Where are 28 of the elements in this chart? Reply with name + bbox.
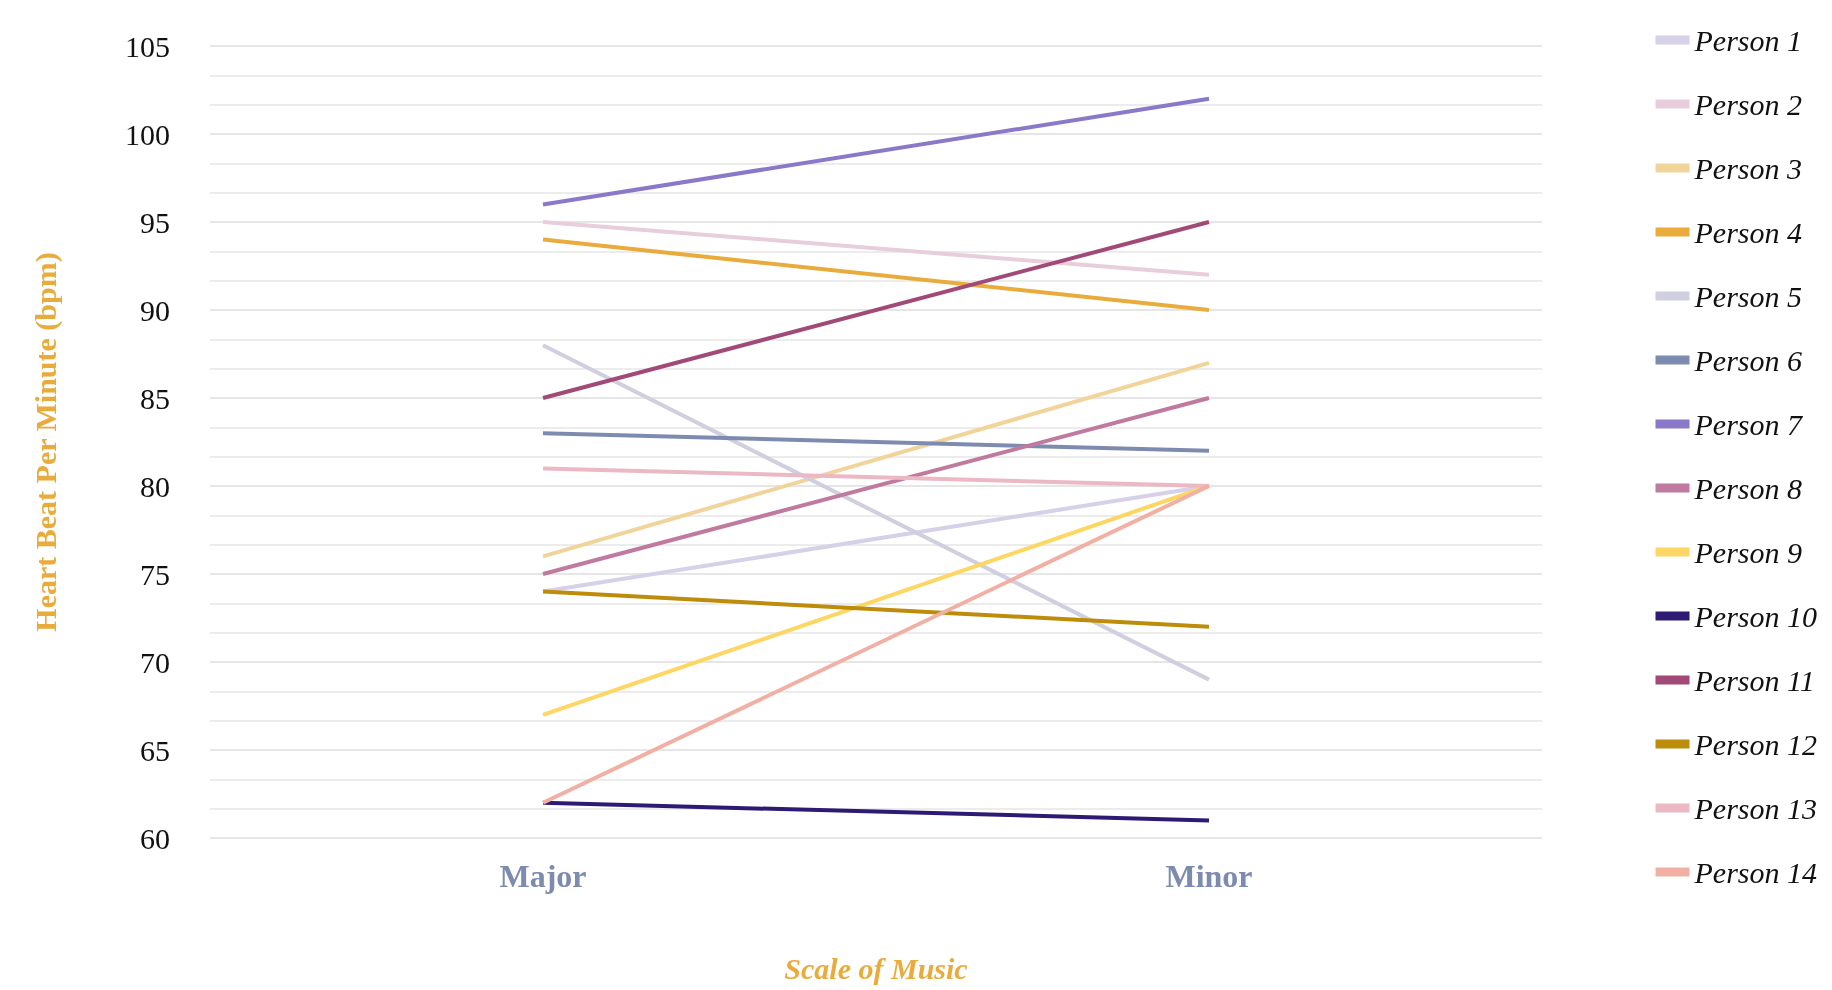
y-tick-label: 75 <box>140 557 170 591</box>
legend-label: Person 4 <box>1693 215 1803 249</box>
legend-label: Person 9 <box>1693 535 1803 569</box>
x-tick-label: Minor <box>1165 858 1253 894</box>
x-axis-title: Scale of Music <box>784 951 968 985</box>
legend-label: Person 7 <box>1693 407 1804 441</box>
legend-label: Person 13 <box>1693 791 1818 825</box>
y-tick-label: 65 <box>140 733 170 767</box>
legend-label: Person 11 <box>1693 663 1815 697</box>
y-tick-label: 60 <box>140 821 170 855</box>
y-tick-label: 95 <box>140 205 170 239</box>
legend-label: Person 8 <box>1693 471 1803 505</box>
legend-label: Person 1 <box>1693 23 1803 57</box>
y-tick-label: 80 <box>140 469 170 503</box>
y-tick-label: 85 <box>140 381 170 415</box>
legend-label: Person 12 <box>1693 727 1818 761</box>
legend-label: Person 3 <box>1693 151 1803 185</box>
x-tick-label: Major <box>499 858 587 894</box>
y-tick-label: 70 <box>140 645 170 679</box>
y-tick-label: 100 <box>125 117 170 151</box>
legend-label: Person 10 <box>1693 599 1818 633</box>
legend-label: Person 14 <box>1693 855 1818 889</box>
y-axis-title: Heart Beat Per Minute (bpm) <box>28 252 63 632</box>
y-tick-label: 90 <box>140 293 170 327</box>
legend-label: Person 2 <box>1693 87 1803 121</box>
legend-label: Person 5 <box>1693 279 1803 313</box>
legend-label: Person 6 <box>1693 343 1803 377</box>
y-tick-label: 105 <box>125 29 170 63</box>
